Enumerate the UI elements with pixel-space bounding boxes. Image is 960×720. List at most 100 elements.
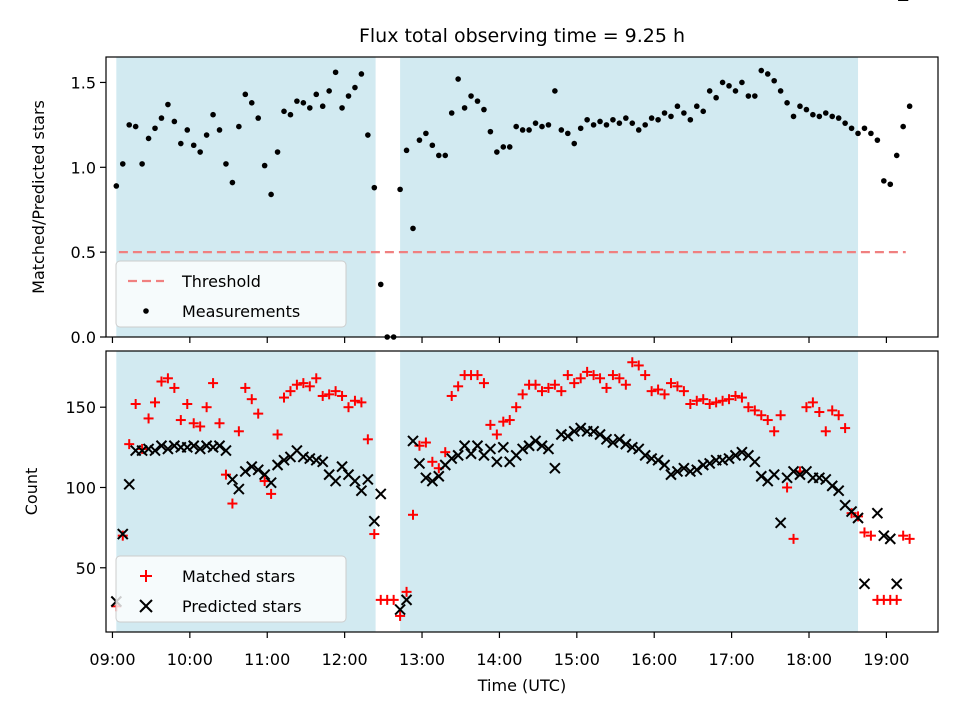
observing-window-1 xyxy=(400,57,859,337)
predicted-point xyxy=(368,515,381,527)
measurement-point xyxy=(436,152,442,159)
predicted-point xyxy=(594,428,606,441)
predicted-point xyxy=(375,488,387,500)
predicted-point xyxy=(355,484,368,497)
predicted-point xyxy=(226,473,239,486)
matched-point xyxy=(653,384,664,395)
measurement-point xyxy=(500,144,507,150)
legend-entry: Measurements xyxy=(143,302,300,321)
predicted-point xyxy=(271,459,284,471)
measurement-point xyxy=(900,123,906,130)
matched-point xyxy=(659,389,670,400)
matched-point xyxy=(607,370,618,381)
legend-entry: Predicted stars xyxy=(139,597,302,616)
predicted-point xyxy=(774,517,787,529)
measurement-point xyxy=(661,110,668,116)
observing-window-1 xyxy=(400,351,859,632)
matched-point xyxy=(904,533,915,544)
measurement-point xyxy=(558,127,565,133)
matched-point xyxy=(827,405,838,416)
matched-point xyxy=(304,381,315,392)
matched-point xyxy=(259,476,270,487)
measurement-point xyxy=(874,137,881,143)
matched-point xyxy=(266,488,277,499)
chart-title: Flux total observing time = 9.25 h xyxy=(359,25,685,47)
predicted-point xyxy=(233,483,245,495)
matched-point xyxy=(853,511,864,522)
matched-point xyxy=(840,423,851,434)
matched-point xyxy=(775,410,786,421)
matched-point xyxy=(311,373,322,384)
measurement-point xyxy=(268,191,274,198)
predicted-point xyxy=(878,529,890,542)
predicted-point xyxy=(484,443,497,455)
matched-point xyxy=(395,610,406,621)
predicted-point xyxy=(568,425,580,437)
measurement-point xyxy=(603,122,610,128)
matched-point xyxy=(698,394,709,405)
measurement-point xyxy=(506,144,513,150)
matched-point xyxy=(220,469,231,480)
matched-point xyxy=(807,397,818,408)
measurement-point xyxy=(700,108,707,115)
measurement-point xyxy=(229,179,236,186)
predicted-point xyxy=(703,457,716,470)
legend-entry: Matched stars xyxy=(140,567,295,586)
measurement-point xyxy=(706,88,713,94)
matched-point xyxy=(898,530,909,541)
x-tick-label: 15:00 xyxy=(554,650,600,669)
measurement-point xyxy=(397,186,403,193)
measurement-point xyxy=(487,128,494,135)
matched-point xyxy=(717,395,728,406)
predicted-point xyxy=(400,594,413,606)
matched-point xyxy=(711,397,722,408)
measurement-point xyxy=(339,105,345,111)
measurement-point xyxy=(829,113,836,120)
matched-point xyxy=(640,370,651,381)
measurement-point xyxy=(526,127,532,133)
matched-point xyxy=(227,498,238,509)
measurement-point xyxy=(197,149,203,155)
predicted-point xyxy=(516,443,529,455)
predicted-point xyxy=(787,465,800,478)
measurement-point xyxy=(313,91,320,98)
measurement-point xyxy=(319,103,326,110)
measurement-point xyxy=(868,130,874,137)
measurement-point xyxy=(719,79,726,86)
legend: Matched stars Predicted stars xyxy=(115,555,347,623)
matched-point xyxy=(343,402,354,413)
matched-point xyxy=(724,394,735,405)
matched-point xyxy=(769,426,780,437)
matched-point xyxy=(891,594,902,605)
measurement-point xyxy=(494,149,500,155)
measurement-point xyxy=(655,116,661,123)
matched-point xyxy=(478,378,489,389)
series-predicted-stars xyxy=(110,0,909,616)
matched-point xyxy=(272,429,283,440)
measurement-point xyxy=(410,225,416,232)
matched-point xyxy=(285,386,296,397)
series-measurements xyxy=(113,67,913,340)
predicted-point xyxy=(542,443,555,455)
predicted-point xyxy=(613,433,626,446)
measurement-point xyxy=(577,125,584,132)
matched-point xyxy=(253,408,264,419)
matched-point xyxy=(214,418,225,429)
matched-point xyxy=(530,379,541,390)
matched-point xyxy=(556,386,567,397)
measurement-point xyxy=(165,101,171,108)
measurement-point xyxy=(242,91,249,98)
predicted-point xyxy=(587,425,600,437)
measurement-point xyxy=(810,111,816,118)
predicted-point xyxy=(162,443,174,455)
measurement-point xyxy=(274,149,281,155)
predicted-point xyxy=(278,454,290,466)
measurement-point xyxy=(261,162,268,169)
measurement-point xyxy=(203,132,210,138)
predicted-point xyxy=(155,440,168,452)
x-axis-ticks: 09:00 10:00 11:00 12:00 13:00 14:00 15:00 16:00… xyxy=(89,650,909,669)
predicted-point xyxy=(523,440,535,452)
measurement-point xyxy=(178,140,184,147)
matched-point xyxy=(446,390,457,401)
matched-point xyxy=(730,390,741,401)
